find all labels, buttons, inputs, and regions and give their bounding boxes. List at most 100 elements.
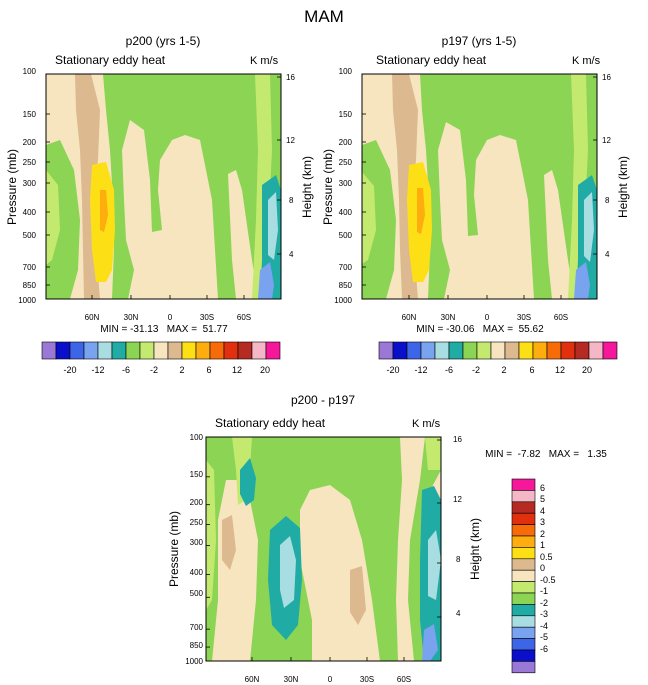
x-tick-label: 0 bbox=[485, 313, 490, 322]
x-tick-label: 60N bbox=[402, 313, 417, 322]
colorbar-swatch bbox=[511, 547, 536, 560]
colorbar-label: -5 bbox=[540, 632, 548, 642]
colorbar-swatch bbox=[511, 649, 536, 662]
y-tick-label: 300 bbox=[190, 538, 204, 547]
height-tick-label: 8 bbox=[605, 196, 610, 205]
axis-ticks bbox=[362, 73, 597, 300]
y-tick-label: 500 bbox=[23, 231, 37, 240]
colorbar-label: -4 bbox=[540, 621, 548, 631]
y-tick-label: 700 bbox=[23, 263, 37, 272]
y-axis-label: Pressure (mb) bbox=[5, 149, 19, 225]
field-orange-core bbox=[100, 190, 108, 232]
field-green-left bbox=[362, 140, 396, 299]
colorbar-label: 20 bbox=[582, 365, 592, 375]
y-tick-label: 200 bbox=[23, 138, 37, 147]
x-tick-label: 60N bbox=[245, 675, 260, 684]
colorbar-swatch bbox=[511, 661, 536, 674]
height-tick-label: 12 bbox=[602, 136, 611, 145]
y-tick-label: 1000 bbox=[18, 296, 36, 305]
x-tick-label: 30N bbox=[441, 313, 456, 322]
colorbar-swatch bbox=[153, 341, 169, 360]
field-teal-upper bbox=[240, 458, 256, 506]
colorbar-label: 6 bbox=[529, 365, 534, 375]
colorbar-label: 6 bbox=[206, 365, 211, 375]
y-tick-label: 150 bbox=[190, 470, 204, 479]
y-tick-label: 400 bbox=[339, 208, 353, 217]
field-cyan-core bbox=[584, 192, 594, 262]
colorbar-swatch bbox=[462, 341, 478, 360]
colorbar-swatch bbox=[511, 604, 536, 617]
colorbar-label: -2 bbox=[540, 598, 548, 608]
colorbar-label: -12 bbox=[91, 365, 104, 375]
contour-field bbox=[206, 437, 441, 661]
height-tick-label: 16 bbox=[286, 73, 295, 82]
colorbar-swatch bbox=[434, 341, 450, 360]
colorbar-label: -0.5 bbox=[540, 575, 556, 585]
height-tick-label: 16 bbox=[602, 73, 611, 82]
colorbar-label: -2 bbox=[150, 365, 158, 375]
field-green-main bbox=[420, 74, 597, 299]
y-axis-label: Pressure (mb) bbox=[321, 149, 335, 225]
colorbar-swatch bbox=[511, 638, 536, 651]
panel-title: p197 (yrs 1-5) bbox=[442, 34, 517, 48]
colorbar-swatch bbox=[209, 341, 225, 360]
y-tick-label: 400 bbox=[23, 208, 37, 217]
field-green-main bbox=[206, 437, 441, 661]
colorbar bbox=[41, 341, 281, 360]
panel-title: p200 - p197 bbox=[291, 393, 355, 407]
field-blue-bottom bbox=[422, 624, 438, 661]
colorbar-label: -1 bbox=[540, 586, 548, 596]
field-cyan-core bbox=[280, 536, 296, 608]
y-tick-label: 500 bbox=[339, 231, 353, 240]
x-tick-label: 0 bbox=[328, 675, 333, 684]
y-tick-label: 200 bbox=[190, 498, 204, 507]
units-label: K m/s bbox=[572, 55, 601, 67]
colorbar-label: 2 bbox=[540, 529, 545, 539]
x-tick-label: 0 bbox=[168, 313, 173, 322]
field-cream-strip bbox=[396, 437, 425, 661]
colorbar-label: -12 bbox=[414, 365, 427, 375]
field-orange-core bbox=[417, 188, 425, 234]
colorbar-label: -3 bbox=[540, 609, 548, 619]
y-tick-label: 100 bbox=[23, 67, 37, 76]
colorbar-swatch bbox=[511, 512, 536, 525]
x-tick-label: 60N bbox=[85, 313, 100, 322]
units-label: K m/s bbox=[412, 418, 441, 430]
colorbar-swatch bbox=[476, 341, 492, 360]
y-tick-label: 700 bbox=[339, 263, 353, 272]
colorbar-swatch bbox=[518, 341, 534, 360]
colorbar-swatch bbox=[511, 592, 536, 605]
colorbar-swatch bbox=[511, 535, 536, 548]
colorbar-swatch bbox=[490, 341, 506, 360]
colorbar-swatch bbox=[504, 341, 520, 360]
x-tick-label: 60S bbox=[554, 313, 568, 322]
y-right-axis-label: Height (km) bbox=[468, 518, 482, 580]
variable-label: Stationary eddy heat bbox=[55, 53, 166, 67]
x-tick-label: 30N bbox=[284, 675, 299, 684]
field-cream-patch bbox=[180, 250, 214, 290]
height-tick-label: 8 bbox=[456, 555, 461, 564]
field-light-left bbox=[206, 460, 216, 610]
colorbar-swatch bbox=[574, 341, 590, 360]
y-tick-label: 300 bbox=[23, 179, 37, 188]
colorbar-label: -2 bbox=[472, 365, 480, 375]
colorbar-swatch bbox=[511, 501, 536, 514]
colorbar-swatch bbox=[41, 341, 57, 360]
colorbar-swatch bbox=[511, 558, 536, 571]
colorbar-label: -6 bbox=[540, 644, 548, 654]
colorbar-swatch bbox=[195, 341, 211, 360]
y-tick-label: 850 bbox=[23, 281, 37, 290]
y-tick-label: 850 bbox=[190, 641, 204, 650]
colorbar-swatch bbox=[139, 341, 155, 360]
y-tick-label: 1000 bbox=[185, 657, 203, 666]
colorbar bbox=[511, 478, 536, 674]
height-tick-label: 16 bbox=[453, 435, 462, 444]
colorbar-label: -20 bbox=[63, 365, 76, 375]
x-tick-label: 30S bbox=[200, 313, 214, 322]
colorbar-label: 6 bbox=[540, 483, 545, 493]
height-tick-label: 12 bbox=[453, 495, 462, 504]
colorbar-label: 12 bbox=[232, 365, 242, 375]
colorbar-label: 5 bbox=[540, 494, 545, 504]
x-tick-label: 60S bbox=[237, 313, 251, 322]
height-tick-label: 4 bbox=[289, 250, 294, 259]
